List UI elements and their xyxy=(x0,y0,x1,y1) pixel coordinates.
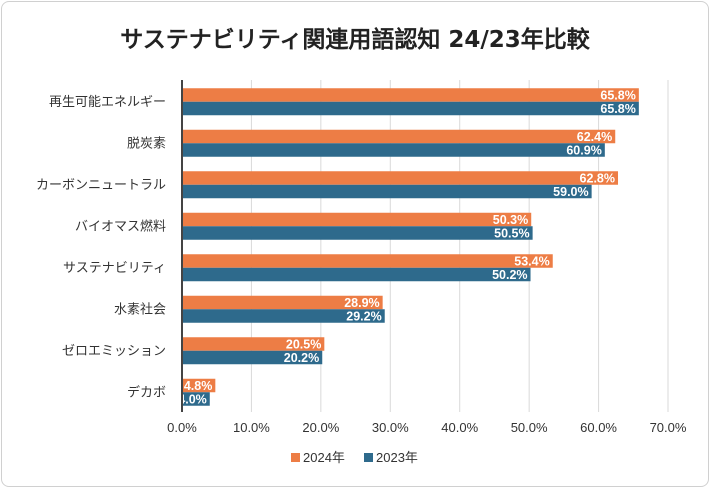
category-label: ゼロエミッション xyxy=(62,344,166,359)
data-label: 20.2% xyxy=(284,351,319,365)
bar xyxy=(182,129,616,144)
bar xyxy=(182,295,383,310)
bar xyxy=(182,309,385,323)
legend-label: 2023年 xyxy=(376,450,418,465)
x-tick-label: 30.0% xyxy=(372,420,409,435)
data-label: 50.2% xyxy=(492,268,527,282)
bar xyxy=(182,254,553,268)
legend-swatch xyxy=(364,453,373,462)
bar xyxy=(182,143,605,157)
category-label: デカボ xyxy=(127,384,166,400)
data-label: 50.5% xyxy=(494,227,529,241)
bars: 65.8%65.8% 62.4%60.9% 62.8%59.0% 50.3%50.5%… xyxy=(178,88,639,407)
category-label: サステナビリティ xyxy=(63,261,166,276)
x-tick-label: 20.0% xyxy=(302,420,339,435)
chart-title: サステナビリティ関連用語認知 24/23年比較 xyxy=(120,26,591,53)
bar xyxy=(182,184,592,199)
category-label: バイオマス燃料 xyxy=(75,218,166,234)
legend-label: 2024年 xyxy=(303,450,345,465)
x-tick-label: 50.0% xyxy=(511,420,548,435)
bar xyxy=(182,350,323,365)
category-labels: 再生可能エネルギー脱炭素カーボンニュートラルバイオマス燃料サステナビリティ水素社… xyxy=(36,95,166,401)
data-label: 20.5% xyxy=(286,338,321,352)
bar xyxy=(182,378,216,393)
bar xyxy=(182,88,639,102)
category-label: 再生可能エネルギー xyxy=(49,95,166,110)
category-label: カーボンニュートラル xyxy=(36,178,166,193)
x-tick-label: 70.0% xyxy=(650,420,687,435)
data-label: 50.3% xyxy=(493,213,528,227)
data-label: 62.4% xyxy=(577,130,612,144)
bar xyxy=(182,337,325,351)
data-label: 65.8% xyxy=(600,89,635,103)
x-tick-label: 60.0% xyxy=(580,420,617,435)
data-label: 29.2% xyxy=(346,310,381,324)
legend-swatch xyxy=(291,453,300,462)
data-label: 4.0% xyxy=(178,393,207,407)
bar xyxy=(182,226,533,240)
bar xyxy=(182,212,532,227)
data-label: 62.8% xyxy=(580,172,615,186)
bar xyxy=(182,392,210,406)
data-label: 65.8% xyxy=(600,102,635,116)
x-tick-label: 10.0% xyxy=(233,420,270,435)
data-label: 4.8% xyxy=(184,379,213,393)
x-tick-label: 40.0% xyxy=(441,420,478,435)
x-tick-label: 0.0% xyxy=(167,420,197,435)
data-label: 59.0% xyxy=(553,185,588,199)
x-tick-labels: 0.0% 10.0% 20.0% 30.0% 40.0% 50.0% 60.0% 70.0% xyxy=(167,420,687,435)
bar xyxy=(182,101,639,116)
data-label: 28.9% xyxy=(344,296,379,310)
bar xyxy=(182,267,531,282)
bar xyxy=(182,171,619,185)
data-label: 53.4% xyxy=(514,255,549,269)
legend: 2024年 2023年 xyxy=(291,450,418,465)
data-label: 60.9% xyxy=(566,144,601,158)
category-label: 水素社会 xyxy=(114,301,166,317)
category-label: 脱炭素 xyxy=(127,136,166,151)
